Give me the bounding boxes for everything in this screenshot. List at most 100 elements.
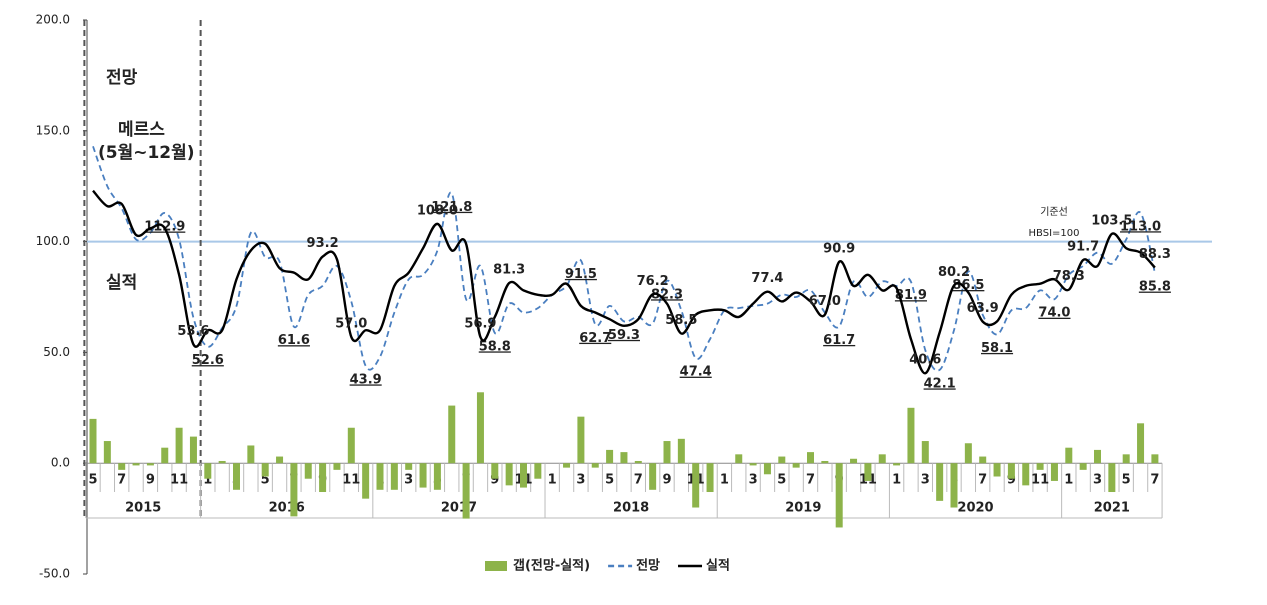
bar: [936, 463, 944, 501]
group-label: 2017: [441, 501, 477, 516]
bar: [864, 463, 872, 481]
x-tick-label: 1: [1064, 473, 1073, 488]
data-label: 56.9: [464, 317, 496, 332]
data-label: 74.0: [1038, 306, 1070, 321]
group-label: 2016: [269, 501, 305, 516]
line: [92, 189, 1156, 375]
bar: [807, 452, 814, 464]
x-tick-label: 3: [404, 473, 413, 488]
bar: [534, 463, 542, 479]
bar: [118, 463, 126, 470]
bar: [405, 463, 413, 470]
bar: [319, 463, 327, 493]
line: [92, 146, 1156, 372]
bar: [993, 463, 1001, 477]
data-label: 58.1: [981, 341, 1013, 356]
bar: [1007, 463, 1015, 479]
x-tick-label: 3: [921, 473, 930, 488]
data-label: 88.3: [1139, 247, 1171, 262]
bar: [907, 407, 915, 464]
bar: [462, 463, 470, 519]
x-tick-label: 7: [1150, 473, 1159, 488]
data-label: 80.2: [938, 265, 970, 280]
bar: [850, 458, 858, 464]
bar: [476, 392, 484, 464]
bar: [634, 460, 642, 464]
x-tick-label: 9: [146, 473, 155, 488]
data-label: 90.9: [823, 241, 855, 256]
x-tick-label: 9: [1007, 473, 1016, 488]
data-label: 78.3: [1053, 269, 1085, 284]
bar: [419, 463, 427, 488]
group-label: 2021: [1094, 501, 1130, 516]
bar: [132, 463, 140, 466]
bar: [347, 427, 355, 464]
bar: [1094, 449, 1101, 464]
bar: [505, 463, 513, 486]
bar: [1122, 454, 1130, 464]
bar: [189, 436, 197, 464]
bar: [233, 463, 240, 490]
bar: [362, 463, 370, 499]
data-label: 121.8: [431, 200, 472, 215]
data-label: 61.7: [823, 333, 855, 348]
bar: [749, 463, 757, 466]
y-tick-label: 50.0: [43, 345, 70, 359]
bar: [276, 456, 284, 464]
data-label: 58.8: [479, 339, 511, 354]
x-tick-label: 5: [1122, 473, 1131, 488]
x-tick-label: 1: [548, 473, 557, 488]
data-label: 59.3: [608, 328, 640, 343]
legend-label: 실적: [706, 558, 730, 574]
bar: [563, 463, 571, 468]
data-label: 108.0: [417, 203, 458, 218]
x-tick-label: 3: [576, 473, 585, 488]
annotation: (5월~12월): [98, 143, 195, 163]
bar: [290, 463, 298, 517]
bar: [1036, 463, 1044, 470]
data-label: 62.7: [579, 331, 611, 346]
bar: [333, 463, 341, 470]
bar: [1108, 463, 1116, 493]
data-label: 42.1: [924, 376, 956, 391]
x-tick-label: 7: [806, 473, 815, 488]
x-tick-label: 5: [261, 473, 270, 488]
bar: [1151, 454, 1159, 464]
bar: [692, 463, 700, 508]
x-tick-label: 7: [978, 473, 987, 488]
x-tick-label: 3: [749, 473, 758, 488]
data-label: 81.9: [895, 288, 927, 303]
bar: [491, 463, 499, 479]
bar: [893, 463, 901, 466]
data-label: 61.6: [278, 333, 310, 348]
data-label: 43.9: [350, 372, 382, 387]
x-tick-label: 7: [117, 473, 126, 488]
bar: [89, 418, 97, 464]
bar: [390, 463, 398, 490]
x-tick-label: 3: [1093, 473, 1102, 488]
bar: [1022, 463, 1030, 486]
bar: [878, 454, 886, 464]
bar: [620, 452, 628, 464]
bar: [1065, 447, 1073, 464]
x-tick-label: 1: [892, 473, 901, 488]
data-label: 77.4: [751, 271, 783, 286]
data-label: 76.2: [637, 274, 669, 289]
bar: [146, 463, 154, 466]
data-label: 91.7: [1067, 239, 1099, 254]
y-tick-label: 0.0: [51, 456, 70, 470]
bar: [161, 447, 169, 464]
data-label: 85.8: [1139, 280, 1171, 295]
data-label: 40.6: [909, 353, 941, 368]
bar: [964, 443, 972, 464]
bar: [835, 463, 843, 528]
y-tick-label: 150.0: [36, 123, 70, 137]
x-tick-label: 7: [634, 473, 643, 488]
bar: [1050, 463, 1058, 481]
bar: [1079, 463, 1087, 470]
x-tick-label: 5: [605, 473, 614, 488]
data-label: 103.5: [1091, 213, 1132, 228]
data-label: 91.5: [565, 267, 597, 282]
bar: [204, 463, 212, 479]
